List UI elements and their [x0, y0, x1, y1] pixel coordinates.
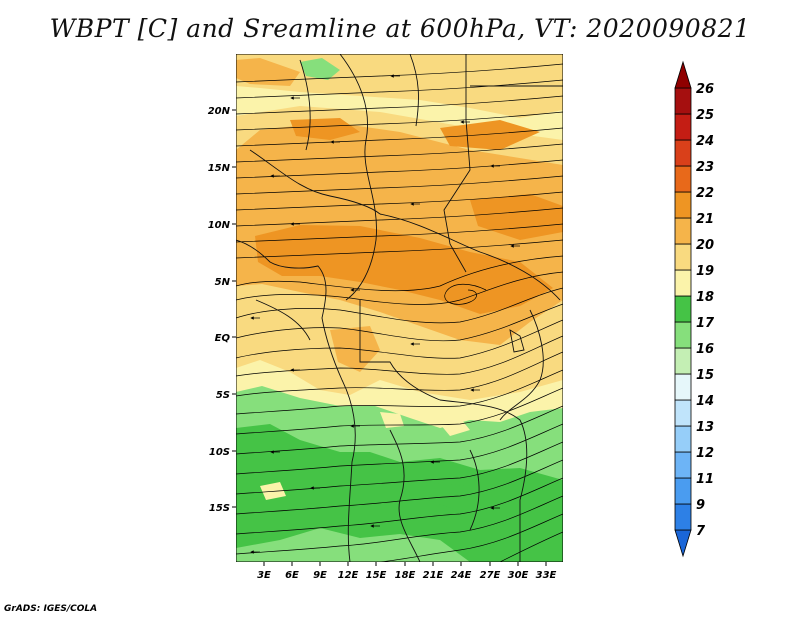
lon-label: 27E [480, 570, 501, 581]
colorbar-swatch [674, 477, 692, 505]
map-title: WBPT [C] and Sreamline at 600hPa, VT: 20… [49, 14, 751, 43]
colorbar-level-label: 12 [696, 446, 714, 461]
colorbar-swatch [674, 321, 692, 349]
lon-label: 21E [423, 570, 444, 581]
colorbar-swatch [674, 425, 692, 453]
colorbar-level-label: 19 [696, 264, 714, 279]
colorbar-swatch [674, 451, 692, 479]
colorbar-level-label: 7 [696, 524, 706, 539]
lat-label: EQ [215, 333, 231, 344]
lat-label: 15N [208, 163, 231, 174]
colorbar-level-label: 18 [696, 290, 714, 305]
lat-label: 10S [209, 447, 230, 458]
colorbar-swatch [674, 113, 692, 141]
colorbar-swatch [674, 399, 692, 427]
lon-label: 15E [366, 570, 387, 581]
colorbar-swatch [674, 165, 692, 193]
colorbar-swatch [674, 347, 692, 375]
colorbar-swatch [674, 191, 692, 219]
lat-label: 15S [209, 503, 230, 514]
lat-label: 20N [208, 106, 231, 117]
lon-label: 30E [508, 570, 529, 581]
colorbar-level-label: 14 [696, 394, 714, 409]
longitude-axis: 3E 6E 9E 12E 15E 18E 21E 24E 27E 30E 33E [257, 562, 557, 581]
grads-credit: GrADS: IGES/COLA [4, 604, 98, 614]
lon-label: 18E [395, 570, 416, 581]
colorbar-swatch [674, 243, 692, 271]
colorbar-level-label: 24 [696, 134, 714, 149]
lat-label: 5S [216, 390, 230, 401]
country-borders [236, 54, 563, 562]
streamlines [236, 63, 563, 562]
latitude-axis: 20N 15N 10N 5N EQ 5S 10S 15S [208, 106, 236, 514]
colorbar-level-label: 15 [696, 368, 714, 383]
wbpt-22c-regions [255, 118, 563, 314]
colorbar-level-label: 20 [696, 238, 714, 253]
lon-label: 12E [338, 570, 359, 581]
colorbar-swatch [674, 503, 692, 531]
colorbar-level-label: 16 [696, 342, 714, 357]
lat-label: 10N [208, 220, 231, 231]
colorbar: 7 9 11 12 13 14 15 16 17 18 19 20 21 22 23 24 25 26 [674, 60, 715, 558]
lon-label: 33E [536, 570, 557, 581]
lon-label: 24E [451, 570, 472, 581]
lon-label: 9E [313, 570, 327, 581]
colorbar-lower-triangle [674, 529, 692, 558]
lat-label: 5N [215, 277, 231, 288]
colorbar-level-label: 9 [696, 498, 705, 513]
colorbar-swatch [674, 295, 692, 323]
colorbar-swatch [674, 269, 692, 297]
colorbar-level-label: 11 [696, 472, 714, 487]
colorbar-level-label: 25 [696, 108, 714, 123]
colorbar-upper-triangle [674, 60, 692, 89]
colorbar-level-label: 17 [696, 316, 715, 331]
streamline-arrows [250, 74, 520, 554]
colorbar-level-label: 26 [696, 82, 714, 97]
colorbar-swatch [674, 87, 692, 115]
colorbar-swatch [674, 373, 692, 401]
colorbar-level-label: 21 [696, 212, 714, 227]
colorbar-level-label: 23 [696, 160, 714, 175]
colorbar-swatch [674, 217, 692, 245]
wbpt-warm-patches [260, 412, 470, 500]
colorbar-swatch [674, 139, 692, 167]
lon-label: 3E [257, 570, 271, 581]
map-panel [236, 54, 563, 562]
lon-label: 6E [285, 570, 299, 581]
colorbar-level-label: 22 [696, 186, 714, 201]
colorbar-level-label: 13 [696, 420, 714, 435]
